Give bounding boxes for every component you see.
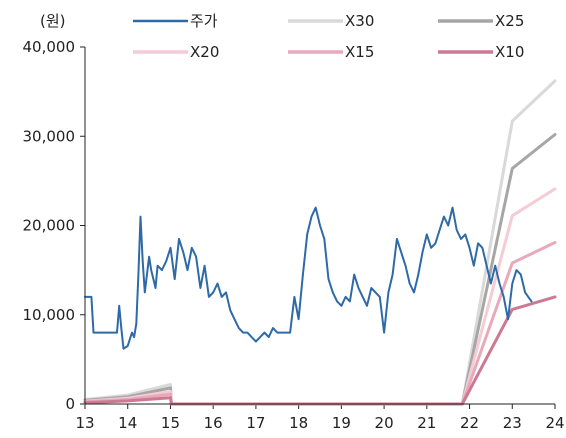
y-axis-unit-label: (원) xyxy=(40,12,66,30)
x-tick-label: 22 xyxy=(460,414,479,432)
y-tick-label: 30,000 xyxy=(23,127,76,145)
x-tick-label: 14 xyxy=(118,414,137,432)
legend-label-x25: X25 xyxy=(495,12,524,30)
x-tick-label: 17 xyxy=(246,414,265,432)
x-tick-label: 15 xyxy=(161,414,180,432)
y-axis-ticks: 0 10,000 20,000 30,000 40,000 xyxy=(23,38,85,413)
legend: 주가 X30 X25 X20 X15 X10 xyxy=(133,12,524,61)
x-tick-label: 23 xyxy=(503,414,522,432)
series-group xyxy=(83,79,557,406)
y-tick-label: 10,000 xyxy=(23,306,76,324)
legend-label-x15: X15 xyxy=(345,43,374,61)
series-line-price xyxy=(84,206,533,350)
y-tick-label: 20,000 xyxy=(23,217,76,235)
legend-label-x20: X20 xyxy=(190,43,219,61)
legend-label-x10: X10 xyxy=(495,43,524,61)
y-tick-label: 40,000 xyxy=(23,38,76,56)
x-tick-label: 21 xyxy=(417,414,436,432)
x-axis-ticks: 13 14 15 16 17 18 19 20 21 22 23 24 xyxy=(75,404,565,432)
x-tick-label: 20 xyxy=(375,414,394,432)
series-line-x30 xyxy=(83,79,557,406)
legend-label-x30: X30 xyxy=(345,12,374,30)
y-tick-label: 0 xyxy=(65,395,75,413)
x-tick-label: 18 xyxy=(289,414,308,432)
legend-label-price: 주가 xyxy=(190,12,218,30)
x-tick-label: 16 xyxy=(204,414,223,432)
x-tick-label: 19 xyxy=(332,414,351,432)
x-tick-label: 24 xyxy=(545,414,564,432)
x-tick-label: 13 xyxy=(75,414,94,432)
